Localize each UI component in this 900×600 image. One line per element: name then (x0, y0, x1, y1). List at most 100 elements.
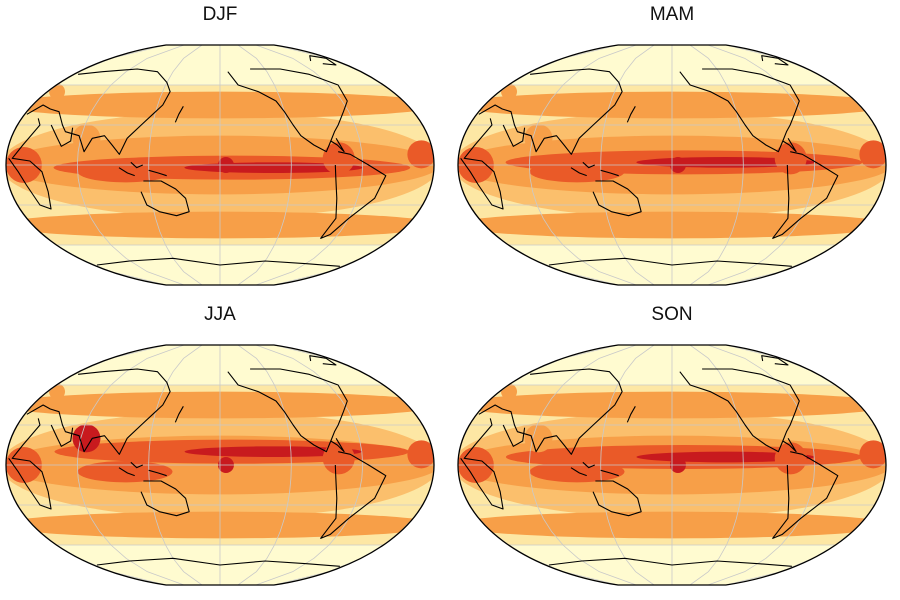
graticule-meridian (255, 45, 364, 285)
map-jja (5, 344, 435, 586)
coastline (548, 257, 792, 267)
field-blob (322, 442, 355, 475)
coastline (679, 368, 800, 453)
map-mam (457, 44, 887, 286)
coastline (592, 480, 642, 517)
coastline (460, 118, 504, 210)
coastline (309, 355, 337, 366)
coastline (227, 368, 348, 453)
coastline (679, 68, 800, 153)
field-blob (407, 440, 434, 469)
panel-djf: DJF (0, 0, 440, 300)
coastline (761, 355, 789, 366)
coastline (8, 118, 52, 210)
coastlines (460, 55, 839, 267)
coastline (320, 151, 387, 239)
coastline (140, 180, 190, 217)
coastline (320, 451, 387, 539)
coastline (582, 161, 595, 169)
graticule-meridian (76, 345, 185, 585)
map-frame (5, 44, 435, 286)
coastline (8, 418, 52, 510)
coastline (782, 438, 797, 453)
field-band (184, 446, 362, 457)
coastline (548, 557, 792, 567)
coastline (592, 180, 642, 217)
panel-title: SON (651, 304, 693, 325)
field-blob (501, 83, 518, 100)
coastline (330, 138, 345, 153)
field-blob (859, 440, 886, 469)
graticule-meridian (255, 345, 364, 585)
graticule-meridian (600, 345, 655, 585)
coastline (502, 124, 526, 147)
field-blob (322, 142, 355, 175)
field-blob (501, 383, 518, 400)
panel-mam: MAM (452, 0, 892, 300)
map-djf (5, 44, 435, 286)
coastline (626, 106, 636, 123)
coastline (570, 467, 587, 477)
map-field (458, 345, 886, 585)
coastline (782, 138, 797, 153)
coastline (50, 424, 74, 447)
coastline (460, 418, 504, 510)
coastline (502, 424, 526, 447)
field-blob (774, 142, 807, 175)
coastline (330, 438, 345, 453)
coastline (96, 557, 340, 567)
panel-son: SON (452, 300, 892, 600)
field-blob (859, 140, 886, 169)
graticule-meridian (528, 45, 637, 285)
coastline (227, 68, 348, 153)
graticule-meridian (707, 45, 816, 285)
field-blob (407, 140, 434, 169)
map-field (6, 45, 434, 285)
coastline (118, 467, 135, 477)
coastline (96, 257, 340, 267)
panel-jja: JJA (0, 300, 440, 600)
coastline (309, 55, 337, 66)
coastline (26, 68, 171, 155)
graticule-meridian (689, 345, 744, 585)
map-son (457, 344, 887, 586)
coastline (761, 55, 789, 66)
coastline (600, 169, 619, 177)
graticule-meridian (148, 345, 203, 585)
coastlines (460, 355, 839, 567)
coastline (174, 406, 184, 423)
coastline (118, 167, 135, 177)
panel-title: MAM (649, 4, 695, 25)
coastline (582, 461, 595, 469)
coastline (174, 106, 184, 123)
coastline (148, 469, 167, 477)
coastlines (8, 55, 387, 267)
panel-title: JJA (204, 304, 236, 325)
graticule-meridian (528, 345, 637, 585)
map-field (6, 345, 434, 585)
graticule-meridian (76, 45, 185, 285)
coastline (570, 167, 587, 177)
map-frame (5, 344, 435, 586)
coastline (140, 480, 190, 517)
field-blob (774, 442, 807, 475)
coastline (772, 151, 839, 239)
coastline (626, 406, 636, 423)
field-blob (49, 383, 66, 400)
graticule-meridian (148, 45, 203, 285)
coastline (148, 169, 167, 177)
panel-title: DJF (202, 4, 238, 25)
map-frame (457, 44, 887, 286)
graticule-meridian (600, 45, 655, 285)
coastline (26, 368, 171, 455)
graticule-meridian (237, 45, 292, 285)
graticule-meridian (707, 345, 816, 585)
map-field (458, 45, 886, 285)
map-frame (457, 344, 887, 586)
graticule-meridian (689, 45, 744, 285)
coastline (130, 161, 143, 169)
coastline (772, 451, 839, 539)
coastline (600, 469, 619, 477)
coastline (478, 68, 623, 155)
